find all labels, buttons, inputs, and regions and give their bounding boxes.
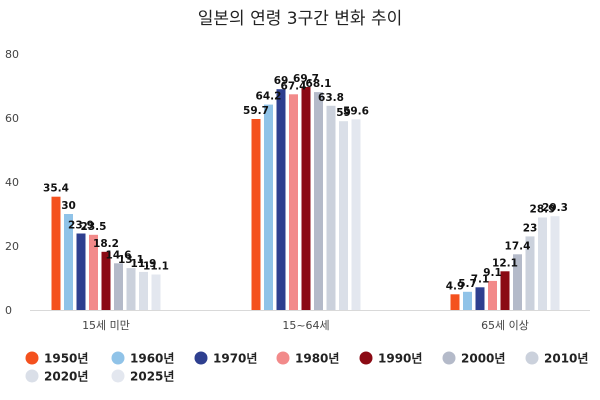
y-tick-label: 80 bbox=[5, 48, 19, 61]
legend-item[interactable]: 1970년 bbox=[194, 351, 258, 366]
legend-item[interactable]: 2010년 bbox=[525, 351, 589, 366]
bar bbox=[151, 274, 161, 310]
data-label: 68.1 bbox=[306, 78, 332, 90]
data-label: 69 bbox=[274, 75, 289, 87]
legend-item[interactable]: 1960년 bbox=[111, 351, 175, 366]
x-tick-label: 15세 미만 bbox=[82, 319, 130, 332]
y-tick-label: 40 bbox=[5, 176, 19, 189]
legend-item[interactable]: 1980년 bbox=[276, 351, 340, 366]
data-label: 12.1 bbox=[492, 257, 518, 269]
data-label: 13.1 bbox=[118, 254, 144, 266]
bar bbox=[450, 294, 460, 310]
data-label: 23.5 bbox=[81, 221, 107, 233]
bar bbox=[139, 271, 148, 310]
x-tick-label: 15~64세 bbox=[282, 319, 329, 332]
legend: 1950년 1960년 1970년 1980년 1990년 2000년 2010년 2020년… bbox=[25, 351, 589, 384]
legend-item[interactable]: 2020년 bbox=[25, 369, 89, 384]
bar bbox=[475, 287, 485, 310]
data-label: 59.7 bbox=[243, 105, 269, 117]
data-label: 11.9 bbox=[131, 258, 157, 270]
legend-swatch bbox=[25, 369, 39, 383]
bar bbox=[264, 104, 273, 310]
data-label: 7.1 bbox=[471, 273, 490, 285]
bar bbox=[463, 291, 472, 310]
legend-label: 2010년 bbox=[544, 352, 588, 366]
x-axis: 15세 미만 15~64세 65세 이상 bbox=[82, 319, 529, 332]
legend-swatch bbox=[525, 351, 539, 365]
y-tick-label: 60 bbox=[5, 112, 19, 125]
bar bbox=[276, 89, 286, 310]
data-label: 17.4 bbox=[505, 240, 531, 252]
legend-label: 1970년 bbox=[213, 352, 257, 366]
bar bbox=[538, 217, 547, 310]
bar bbox=[289, 94, 298, 310]
bar bbox=[525, 236, 535, 310]
y-axis: 0 20 40 60 80 bbox=[5, 48, 590, 317]
data-label: 30 bbox=[61, 200, 76, 212]
x-tick-label: 65세 이상 bbox=[481, 319, 529, 332]
legend-swatch bbox=[25, 351, 39, 365]
bar bbox=[326, 105, 336, 310]
data-label: 29.3 bbox=[542, 202, 568, 214]
data-label: 28.9 bbox=[530, 204, 556, 216]
bar bbox=[351, 119, 361, 310]
legend-label: 1950년 bbox=[44, 352, 88, 366]
bar bbox=[64, 214, 73, 310]
y-tick-label: 0 bbox=[5, 304, 12, 317]
legend-item[interactable]: 1950년 bbox=[25, 351, 89, 366]
bar bbox=[339, 121, 348, 310]
legend-label: 2020년 bbox=[44, 370, 88, 384]
legend-swatch bbox=[359, 351, 373, 365]
bars bbox=[51, 87, 560, 310]
legend-item[interactable]: 1990년 bbox=[359, 351, 423, 366]
data-label: 23.9 bbox=[68, 220, 94, 232]
data-label: 63.8 bbox=[318, 92, 344, 104]
legend-swatch bbox=[111, 351, 125, 365]
bar bbox=[301, 87, 311, 310]
bar bbox=[550, 216, 560, 310]
data-label: 69.7 bbox=[293, 73, 319, 85]
legend-swatch bbox=[111, 369, 125, 383]
data-label: 67.4 bbox=[281, 80, 307, 92]
data-label: 4.9 bbox=[446, 280, 465, 292]
data-label: 14.6 bbox=[106, 249, 132, 261]
bar bbox=[101, 251, 111, 310]
legend-item[interactable]: 2025년 bbox=[111, 369, 175, 384]
legend-item[interactable]: 2000년 bbox=[442, 351, 506, 366]
bar bbox=[51, 196, 61, 310]
bar bbox=[114, 263, 123, 310]
bar bbox=[126, 268, 136, 310]
data-label: 18.2 bbox=[93, 238, 119, 250]
legend-swatch bbox=[194, 351, 208, 365]
bar bbox=[251, 119, 261, 310]
data-label: 11.1 bbox=[143, 261, 169, 273]
data-label: 35.4 bbox=[43, 183, 69, 195]
legend-swatch bbox=[442, 351, 456, 365]
bar bbox=[76, 233, 86, 310]
data-label: 64.2 bbox=[256, 91, 282, 103]
data-label: 59 bbox=[336, 107, 351, 119]
bar bbox=[89, 234, 98, 310]
data-labels: 35.4 30 23.923.5 18.214.613.111.911.1 59.7 64… bbox=[43, 73, 568, 292]
legend-label: 1980년 bbox=[295, 352, 339, 366]
data-label: 23 bbox=[523, 222, 538, 234]
legend-label: 1960년 bbox=[130, 352, 174, 366]
bar bbox=[500, 271, 510, 310]
chart-title: 일본의 연령 3구간 변화 추이 bbox=[198, 9, 402, 29]
legend-label: 2000년 bbox=[461, 352, 505, 366]
data-label: 5.7 bbox=[458, 278, 477, 290]
legend-label: 2025년 bbox=[130, 370, 174, 384]
bar bbox=[513, 254, 522, 310]
data-label: 9.1 bbox=[483, 267, 502, 279]
y-tick-label: 20 bbox=[5, 240, 19, 253]
bar bbox=[314, 92, 323, 310]
bar bbox=[488, 280, 497, 310]
data-label: 59.6 bbox=[343, 105, 369, 117]
legend-swatch bbox=[276, 351, 290, 365]
legend-label: 1990년 bbox=[378, 352, 422, 366]
